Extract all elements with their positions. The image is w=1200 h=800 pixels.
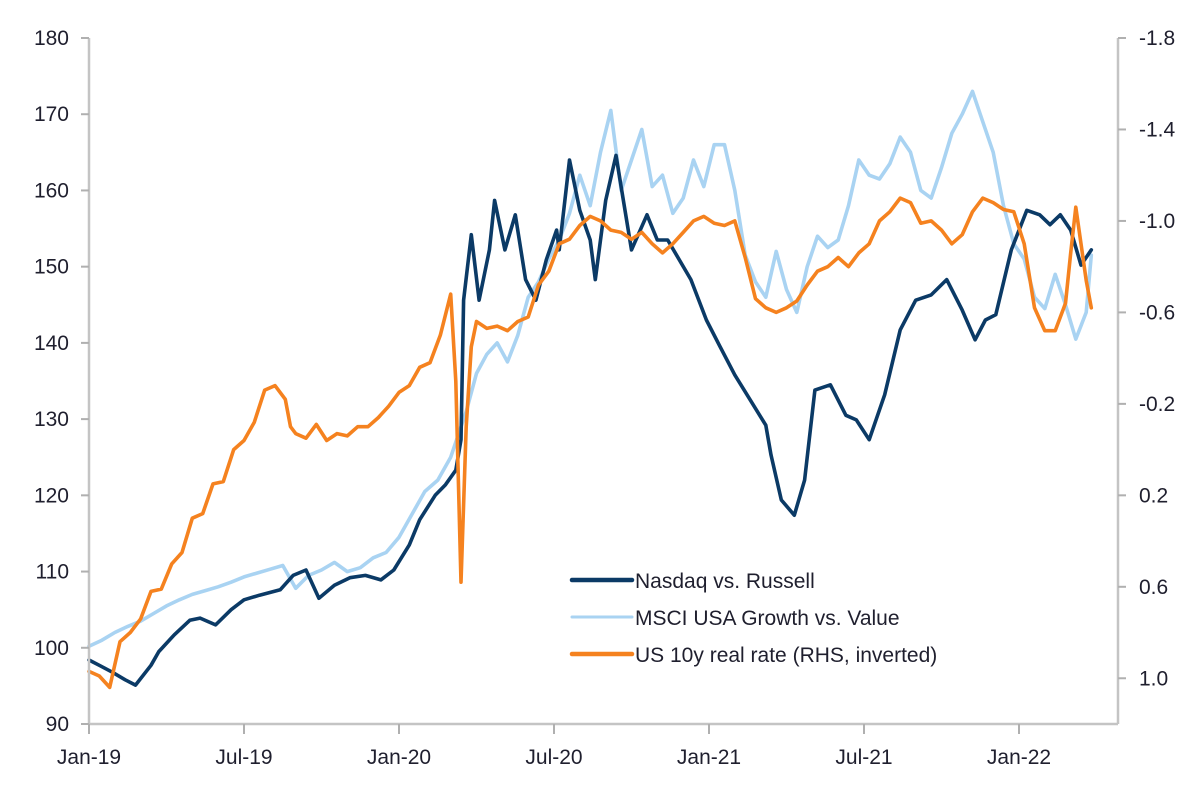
series-line-us-10y-real-rate-rhs-inverted [87,196,1094,690]
right-tick-label: -0.2 [1139,393,1175,416]
legend-label: MSCI USA Growth vs. Value [635,607,900,630]
right-tick-label: 1.0 [1139,667,1168,690]
x-tick-label: Jul-19 [215,746,272,769]
right-tick-label: 0.2 [1139,484,1168,507]
x-tick-label: Jan-20 [367,746,431,769]
left-tick-label: 180 [34,27,69,50]
legend-label: US 10y real rate (RHS, inverted) [635,644,937,667]
legend: Nasdaq vs. Russell MSCI USA Growth vs. Va… [569,570,937,667]
series-line-nasdaq-vs-russell [87,153,1094,687]
right-tick-label: -1.4 [1139,118,1176,141]
right-tick-label: -1.0 [1139,210,1175,233]
left-y-ticks: 90 100 110 120 130 140 150 160 170 180 [34,27,89,736]
left-tick-label: 90 [46,713,69,736]
left-tick-label: 170 [34,103,69,126]
x-tick-label: Jan-19 [57,746,121,769]
right-tick-label: -0.6 [1139,301,1175,324]
x-tick-label: Jul-20 [525,746,582,769]
right-tick-label: -1.8 [1139,27,1175,50]
series-line-msci-usa-growth-vs-value [87,89,1094,649]
right-y-ticks: 1.0 0.6 0.2 -0.2 -0.6 -1.0 -1.4 -1.8 [1118,27,1176,690]
x-tick-label: Jul-21 [835,746,892,769]
right-tick-label: 0.6 [1139,576,1168,599]
left-tick-label: 100 [34,637,69,660]
left-tick-label: 140 [34,332,69,355]
x-ticks: Jan-19 Jul-19 Jan-20 Jul-20 Jan-21 Jul-21 Jan-… [57,724,1051,769]
left-tick-label: 160 [34,179,69,202]
left-tick-label: 110 [36,561,69,584]
x-tick-label: Jan-21 [677,746,741,769]
left-tick-label: 130 [34,408,69,431]
left-tick-label: 150 [34,256,69,279]
x-tick-label: Jan-22 [987,746,1051,769]
axes-layer [87,38,1120,726]
series-layer [87,89,1094,690]
legend-label: Nasdaq vs. Russell [635,570,815,593]
left-tick-label: 120 [34,484,69,507]
